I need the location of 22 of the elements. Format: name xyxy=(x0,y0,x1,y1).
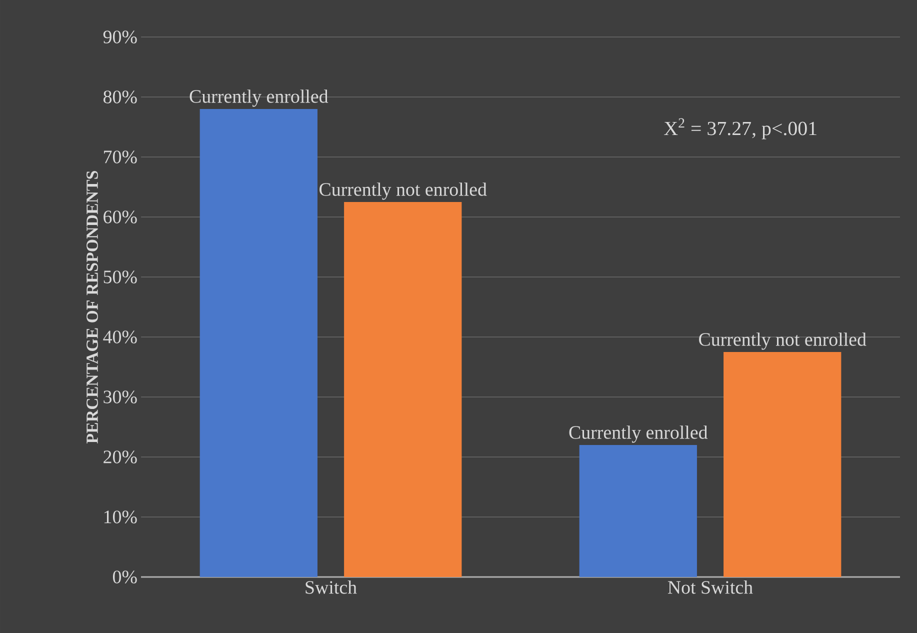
bar xyxy=(724,352,842,577)
y-tick-label: 90% xyxy=(103,30,137,44)
bar xyxy=(200,108,318,577)
y-axis-title: PERCENTAGE OF RESPONDENTS xyxy=(86,170,98,444)
y-tick-label: 40% xyxy=(103,330,137,344)
series-label: Currently not enrolled xyxy=(699,332,866,350)
text: Currently not enrolled xyxy=(320,182,487,200)
series-label: Currently enrolled xyxy=(569,426,708,443)
y-tick-label: 0% xyxy=(112,570,137,584)
y-tick-label: 10% xyxy=(104,510,137,524)
x-tick-label: Not Switch xyxy=(668,580,753,594)
x-tick-label: Switch xyxy=(306,580,357,594)
y-tick-label: 30% xyxy=(104,390,137,404)
bar xyxy=(344,202,462,577)
annotation: X$^{2}$ = 37.27, p<.001 xyxy=(664,118,816,140)
y-tick-label: 80% xyxy=(104,90,137,104)
y-tick-label: 70% xyxy=(104,150,137,164)
y-tick-label: 60% xyxy=(104,210,137,224)
text: Currently enrolled xyxy=(190,90,328,107)
bar xyxy=(579,444,697,577)
y-tick-label: 50% xyxy=(104,270,137,284)
y-tick-label: 20% xyxy=(104,450,137,464)
